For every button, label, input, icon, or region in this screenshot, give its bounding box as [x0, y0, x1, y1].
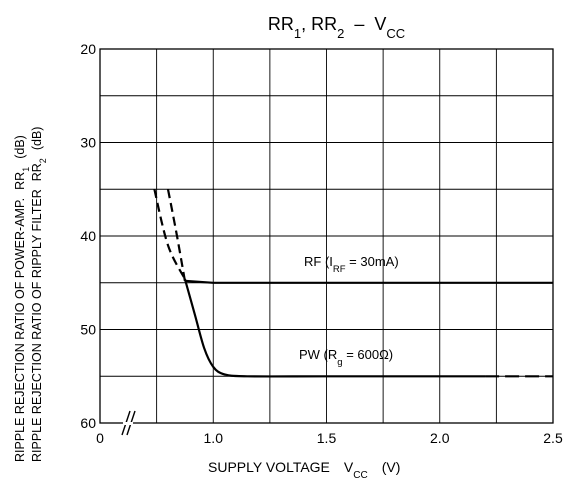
x-axis-break-icon — [121, 410, 136, 436]
series-line-pw — [183, 278, 486, 378]
x-tick-label: 1.0 — [204, 430, 224, 446]
grid — [100, 49, 553, 423]
x-tick-label: 2.5 — [543, 430, 563, 446]
y-axis-label-line-2: RIPPLE REJECTION RATIO OF RIPPLY FILTERR… — [30, 127, 48, 462]
y-tick-label: 30 — [80, 135, 96, 151]
series-label-pw: PW (Rg = 600Ω) — [299, 347, 393, 368]
plot-frame — [99, 48, 554, 424]
series-label-rf: RF (IRF = 30mA) — [304, 254, 399, 275]
y-tick-label: 40 — [80, 228, 96, 244]
tick-labels: 20 30 40 50 600 1.0 1.5 2.0 2.5 — [80, 41, 563, 446]
y-axis-label: RIPPLE REJECTION RATIO OF POWER-AMP.RR1(… — [13, 127, 48, 462]
x-axis-label: SUPPLY VOLTAGE VCC (V) — [208, 459, 400, 481]
series-line-rf — [184, 279, 553, 284]
axis-break-gap — [123, 422, 133, 425]
x-tick-label: 0 — [96, 430, 104, 446]
series-line-rf-dashed — [166, 189, 186, 282]
chart-title: RR1, RR2– VCC — [268, 14, 405, 41]
y-axis-label-line-1: RIPPLE REJECTION RATIO OF POWER-AMP.RR1(… — [13, 135, 31, 462]
y-tick-label: 20 — [80, 41, 96, 57]
series-group — [153, 189, 553, 378]
y-tick-label: 60 — [80, 415, 96, 431]
x-tick-label: 2.0 — [430, 430, 450, 446]
x-tick-label: 1.5 — [317, 430, 337, 446]
series-line-pw-dashed-left — [153, 189, 186, 280]
y-tick-label: 50 — [80, 322, 96, 338]
